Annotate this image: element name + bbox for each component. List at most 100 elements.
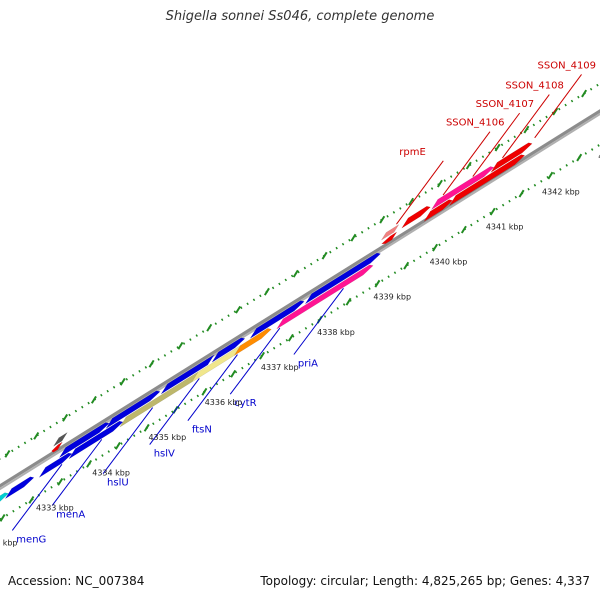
scale-tick (494, 143, 501, 152)
scale-tick (432, 243, 439, 252)
scale-tick (465, 161, 472, 170)
gene-label: SSON_4108 (505, 81, 564, 92)
kbp-label: 4340 kbp (430, 258, 468, 267)
gene-label: rpmE (399, 147, 426, 158)
scale-tick (408, 197, 415, 206)
gene-label: ftsN (192, 425, 212, 436)
scale-tick (489, 207, 496, 216)
kbp-label: 4339 kbp (373, 293, 411, 302)
scale-tick (86, 459, 93, 468)
leader-line (293, 288, 344, 355)
gene-label: hslV (154, 449, 175, 460)
leader-line (442, 131, 491, 196)
scale-tick (552, 107, 559, 116)
kbp-label: 4337 kbp (261, 363, 299, 372)
scale-tick (114, 441, 121, 450)
kbp-label: 4335 kbp (148, 433, 186, 442)
gene-feature (234, 328, 272, 356)
gene-label: SSON_4106 (446, 118, 505, 129)
gene-label: menA (56, 510, 85, 521)
scale-tick (57, 477, 64, 486)
kbp-label: 4334 kbp (92, 468, 130, 477)
scale-tick (33, 431, 40, 440)
gene-feature (0, 492, 9, 502)
genome-backbone (0, 109, 600, 491)
scale-tick (148, 359, 155, 368)
gene-feature (305, 252, 382, 305)
kbp-label: 4338 kbp (317, 328, 355, 337)
kbp-label: 4341 kbp (486, 222, 524, 231)
gene-feature (431, 166, 495, 210)
scale-tick (62, 413, 69, 422)
gene-feature (401, 206, 431, 229)
gene-feature (59, 422, 110, 458)
inner-dotted-scale (0, 82, 600, 460)
gene-label: SSON_4109 (538, 60, 597, 71)
gene-feature (490, 142, 533, 173)
leader-line (472, 112, 521, 177)
gene-label: SSON_4107 (476, 99, 534, 110)
gene-label: hslU (107, 478, 129, 489)
backbone-line (0, 109, 600, 488)
gene-feature (105, 390, 161, 429)
scale-tick (292, 269, 299, 278)
gene-features (0, 142, 533, 502)
leader-line (149, 378, 200, 445)
leader-line (102, 407, 154, 475)
scale-tick (321, 251, 328, 260)
gene-feature (249, 300, 305, 339)
gene-label: menG (16, 534, 46, 545)
scale-tick (235, 305, 242, 314)
outer-dotted-scale (0, 143, 600, 521)
scale-tick (287, 333, 294, 342)
scale-tick (379, 215, 386, 224)
scale-tick (4, 449, 11, 458)
scale-tick (460, 225, 467, 234)
kbp-label: 4333 kbp (36, 503, 74, 512)
scale-tick (547, 171, 554, 180)
scale-tick (581, 89, 588, 98)
scale-tick (403, 261, 410, 270)
scale-tick (345, 297, 352, 306)
gene-feature (39, 452, 73, 478)
scale-tick (177, 341, 184, 350)
leader-line (51, 439, 103, 506)
genome-summary-text: Topology: circular; Length: 4,825,265 bp… (260, 574, 590, 588)
gene-feature (381, 224, 400, 241)
leader-line (229, 327, 281, 395)
gene-feature (68, 420, 124, 460)
accession-text: Accession: NC_007384 (8, 574, 145, 588)
scale-tick (374, 279, 381, 288)
dotted-scale-lines (0, 82, 600, 522)
gene-feature (160, 354, 215, 395)
leader-line (11, 463, 63, 531)
gene-feature (51, 441, 63, 453)
label-leader-lines (11, 74, 582, 531)
scale-tick (143, 423, 150, 432)
leader-line (534, 74, 582, 139)
gene-feature (276, 264, 374, 330)
scale-tick (0, 513, 6, 522)
map-title: Shigella sonnei Ss046, complete genome (165, 9, 435, 24)
scale-tick (263, 287, 270, 296)
scale-tick (230, 369, 237, 378)
scale-tick (201, 387, 208, 396)
scale-tick (523, 125, 530, 134)
scale-tick (436, 179, 443, 188)
gene-labels: menG menA hslU hslV ftsN cytR priA rpmE SSON_410… (16, 60, 596, 545)
scale-tick (259, 351, 266, 360)
kbp-label: 4343 kbp (598, 152, 600, 161)
gene-feature (211, 337, 246, 363)
leader-line (396, 160, 444, 225)
gene-feature (380, 231, 397, 245)
scale-tick (350, 233, 357, 242)
scale-tick (90, 395, 97, 404)
gene-label: priA (298, 358, 318, 369)
gene-label: cytR (234, 398, 256, 409)
leader-line (187, 354, 238, 422)
gene-feature (53, 432, 68, 447)
scale-tick (518, 189, 525, 198)
kbp-label: 4336 kbp (205, 398, 243, 407)
